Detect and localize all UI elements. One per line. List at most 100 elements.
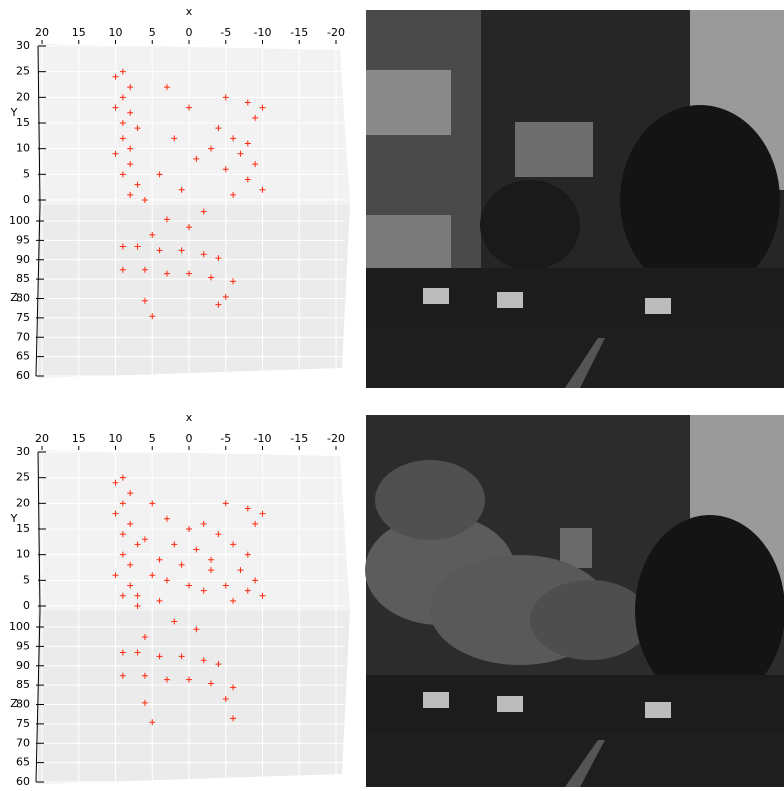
z-tick-label: 95 (16, 639, 30, 652)
point (134, 603, 141, 609)
chart-panel: 20 15 10 5 0 -5 -10 -15 -20 0 5 10 15 20 25 30 60 65 70 75 8… (9, 5, 350, 382)
point (215, 661, 222, 668)
x-tick-label: 15 (72, 26, 86, 39)
point (119, 500, 126, 507)
y-tick-label: 10 (16, 548, 30, 561)
point (163, 515, 170, 522)
z-axis-label: Z (10, 291, 18, 304)
top-pane (38, 450, 350, 611)
z-axis (35, 204, 41, 377)
point (127, 161, 134, 168)
point (141, 297, 148, 304)
x-tick-label: 5 (149, 26, 156, 39)
z-axis (35, 610, 41, 783)
y-tick-label: 15 (16, 522, 30, 535)
point (119, 592, 126, 599)
point (156, 247, 163, 254)
point (215, 531, 222, 538)
point (237, 567, 244, 574)
point (244, 587, 251, 594)
point (222, 166, 229, 173)
z-tick-label: 90 (16, 253, 30, 266)
point (186, 104, 192, 111)
point (230, 191, 237, 198)
z-tick-label: 65 (16, 350, 30, 363)
y-tick-label: 20 (16, 496, 30, 509)
y-tick-label: 25 (16, 65, 30, 78)
point (134, 125, 141, 132)
z-tick-label: 85 (16, 678, 30, 691)
front-pane (38, 205, 350, 378)
point (252, 114, 259, 121)
x-axis-label: x (186, 5, 193, 18)
x-axis-label: x (186, 411, 193, 424)
point (119, 68, 126, 75)
point (178, 247, 185, 254)
y-tick-label: 15 (16, 116, 30, 129)
z-tick-label: 70 (16, 736, 30, 749)
point (127, 109, 134, 116)
point (186, 526, 192, 532)
point (156, 556, 163, 563)
point (163, 216, 170, 223)
point (141, 197, 148, 203)
z-tick-label: 60 (16, 775, 30, 787)
point (163, 84, 170, 91)
point (163, 577, 170, 584)
z-tick-label: 95 (16, 233, 30, 246)
y-axis (37, 451, 41, 612)
photo-bottom (365, 415, 784, 787)
point (222, 293, 229, 300)
x-tick-label: 15 (72, 432, 86, 445)
y-axis-label: Y (10, 512, 18, 525)
point (134, 541, 141, 548)
point (149, 500, 156, 507)
point (112, 510, 119, 517)
y-axis (37, 45, 41, 206)
point (156, 171, 163, 178)
point (222, 94, 229, 101)
point (230, 278, 237, 285)
x-tick-label: -10 (254, 432, 272, 445)
point (259, 510, 266, 517)
z-tick-label: 65 (16, 756, 30, 769)
point (193, 626, 200, 633)
point (244, 140, 251, 147)
point (134, 181, 141, 188)
x-tick-label: -5 (220, 26, 231, 39)
z-tick-label: 75 (16, 311, 30, 324)
z-tick-label: 85 (16, 272, 30, 285)
point (112, 572, 119, 579)
x-tick-label: 10 (109, 26, 123, 39)
point (149, 719, 156, 726)
y-tick-label: 25 (16, 471, 30, 484)
y-tick-label: 5 (23, 167, 30, 180)
point (222, 582, 229, 589)
x-tick-label: -10 (254, 26, 272, 39)
y-tick-label: 0 (23, 599, 30, 612)
point (141, 266, 148, 273)
point (237, 150, 244, 157)
point (119, 266, 126, 273)
point (119, 649, 126, 656)
point (141, 699, 148, 706)
point (127, 582, 134, 589)
point (252, 161, 259, 168)
x-tick-label: -5 (220, 432, 231, 445)
point (112, 104, 119, 111)
x-tick-label: 0 (186, 26, 193, 39)
point (208, 567, 215, 574)
point (186, 224, 192, 231)
photo-top (366, 10, 784, 388)
x-tick-label: 20 (35, 432, 49, 445)
point (230, 541, 237, 548)
point (127, 561, 134, 568)
point (119, 551, 126, 558)
point (215, 255, 222, 262)
z-tick-label: 75 (16, 717, 30, 730)
y-tick-label: 0 (23, 193, 30, 206)
x-tick-label: -15 (290, 26, 308, 39)
x-tick-label: 20 (35, 26, 49, 39)
point (200, 208, 207, 215)
point (200, 520, 207, 527)
